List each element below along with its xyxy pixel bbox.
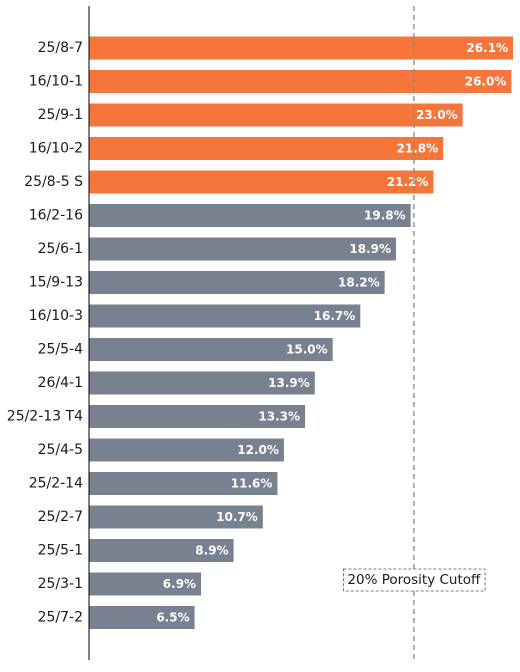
bar-25-7-2 [89, 606, 195, 629]
value-label-25-2-7: 10.7% [216, 510, 258, 524]
bar-25-4-5 [89, 438, 284, 462]
value-labels-group: 26.1% 26.0% 23.0% 21.8% 21.2% 19.8% 18.9% 18.2%… [156, 41, 508, 625]
category-label-16-10-3: 16/10-3 [29, 308, 83, 324]
cutoff-annotation: 20% Porosity Cutoff [343, 568, 486, 592]
category-label-25-4-5: 25/4-5 [38, 442, 83, 458]
bar-25-3-1 [89, 572, 202, 596]
bar-25-8-7 [89, 36, 513, 60]
value-label-26-4-1: 13.9% [268, 376, 310, 390]
bar-25-5-1 [89, 539, 234, 562]
category-label-16-10-2: 16/10-2 [29, 141, 83, 157]
category-label-25-5-1: 25/5-1 [38, 543, 83, 559]
category-label-15-9-13: 15/9-13 [29, 275, 83, 291]
value-label-25-7-2: 6.5% [156, 611, 189, 625]
bar-25-8-5-S [89, 170, 434, 194]
category-label-25-2-14: 25/2-14 [29, 476, 83, 492]
category-labels-group: 25/8-7 16/10-1 25/9-1 16/10-2 25/8-5 S 16/2-1… [7, 40, 83, 626]
annotation-text: 20% Porosity Cutoff [347, 572, 481, 588]
bar-25-2-14 [89, 472, 278, 495]
value-label-25-6-1: 18.9% [349, 242, 391, 256]
value-label-15-9-13: 18.2% [338, 276, 380, 290]
bar-16-10-2 [89, 137, 444, 160]
bar-15-9-13 [89, 271, 385, 294]
value-label-25-2-14: 11.6% [231, 477, 273, 491]
category-label-26-4-1: 26/4-1 [38, 375, 83, 391]
bar-25-2-7 [89, 505, 263, 529]
category-label-25-9-1: 25/9-1 [38, 107, 83, 123]
value-label-25-4-5: 12.0% [237, 443, 279, 457]
category-label-16-2-16: 16/2-16 [29, 208, 83, 224]
category-label-25-6-1: 25/6-1 [38, 241, 83, 257]
annotation-box [343, 568, 486, 592]
value-label-16-10-1: 26.0% [465, 75, 507, 89]
value-label-25-5-1: 8.9% [195, 544, 228, 558]
value-label-25-2-13-T4: 13.3% [258, 410, 300, 424]
bars-group [89, 36, 513, 629]
value-label-16-10-3: 16.7% [314, 309, 356, 323]
category-label-25-5-4: 25/5-4 [38, 342, 83, 358]
value-label-25-9-1: 23.0% [416, 108, 458, 122]
value-label-16-10-2: 21.8% [397, 142, 439, 156]
bar-16-10-3 [89, 304, 361, 328]
value-label-25-3-1: 6.9% [163, 577, 196, 591]
category-label-25-2-13-T4: 25/2-13 T4 [7, 409, 83, 425]
category-label-25-3-1: 25/3-1 [38, 576, 83, 592]
category-label-25-7-2: 25/7-2 [38, 610, 83, 626]
category-label-25-8-7: 25/8-7 [38, 40, 83, 56]
category-label-16-10-1: 16/10-1 [29, 74, 83, 90]
value-label-25-5-4: 15.0% [286, 343, 328, 357]
category-label-25-2-7: 25/2-7 [38, 509, 83, 525]
bar-25-5-4 [89, 338, 333, 361]
value-label-25-8-5-S: 21.2% [387, 175, 429, 189]
bar-16-10-1 [89, 70, 512, 93]
category-label-25-8-5-S: 25/8-5 S [24, 174, 83, 190]
bar-25-9-1 [89, 103, 463, 127]
value-label-25-8-7: 26.1% [466, 41, 508, 55]
bar-26-4-1 [89, 371, 315, 395]
bar-25-6-1 [89, 237, 397, 261]
value-label-16-2-16: 19.8% [364, 209, 406, 223]
bar-25-2-13-T4 [89, 405, 306, 428]
bar-16-2-16 [89, 204, 411, 227]
